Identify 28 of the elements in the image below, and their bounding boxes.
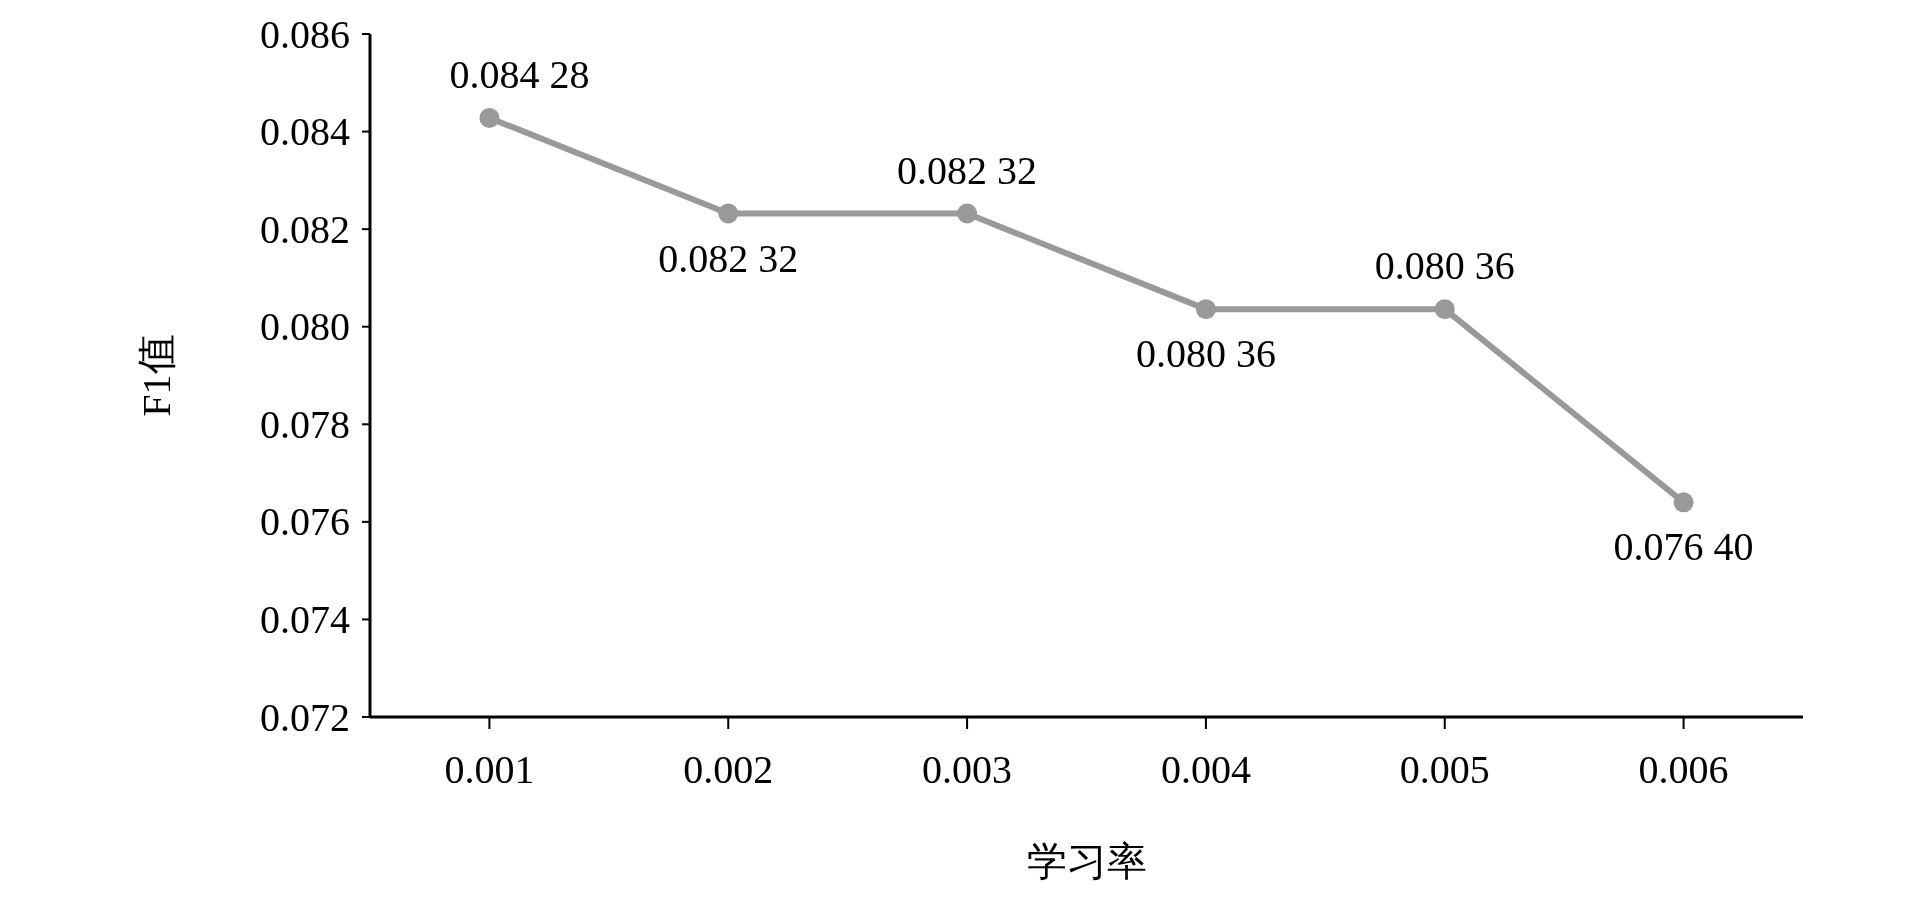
y-tick-label: 0.076 — [260, 499, 350, 545]
point — [1434, 299, 1455, 320]
y-tick-label: 0.086 — [260, 11, 350, 57]
point — [1195, 299, 1216, 320]
data-label: 0.082 32 — [897, 147, 1038, 193]
point — [957, 203, 978, 224]
data-label: 0.076 40 — [1613, 524, 1754, 570]
x-tick-label: 0.002 — [683, 747, 774, 792]
y-tick-label: 0.084 — [260, 109, 350, 155]
y-tick-label: 0.078 — [260, 401, 350, 447]
data-label: 0.080 36 — [1374, 243, 1515, 289]
point — [1673, 492, 1694, 513]
x-axis-title: 学习率 — [1026, 839, 1147, 884]
x-tick-label: 0.004 — [1160, 747, 1251, 792]
y-tick-label: 0.082 — [260, 206, 350, 252]
point — [479, 107, 500, 128]
y-tick-label: 0.080 — [260, 304, 350, 350]
point — [718, 203, 739, 224]
data-label: 0.084 28 — [449, 51, 590, 97]
y-axis-title: F1值 — [134, 334, 179, 417]
x-tick-label: 0.006 — [1638, 747, 1729, 792]
x-tick-label: 0.003 — [922, 747, 1013, 792]
y-tick-label: 0.072 — [260, 694, 350, 740]
x-tick-label: 0.001 — [444, 747, 535, 792]
data-label: 0.080 36 — [1135, 331, 1276, 377]
data-label: 0.082 32 — [658, 235, 799, 281]
x-tick-label: 0.005 — [1399, 747, 1490, 792]
y-tick-label: 0.074 — [260, 596, 350, 642]
